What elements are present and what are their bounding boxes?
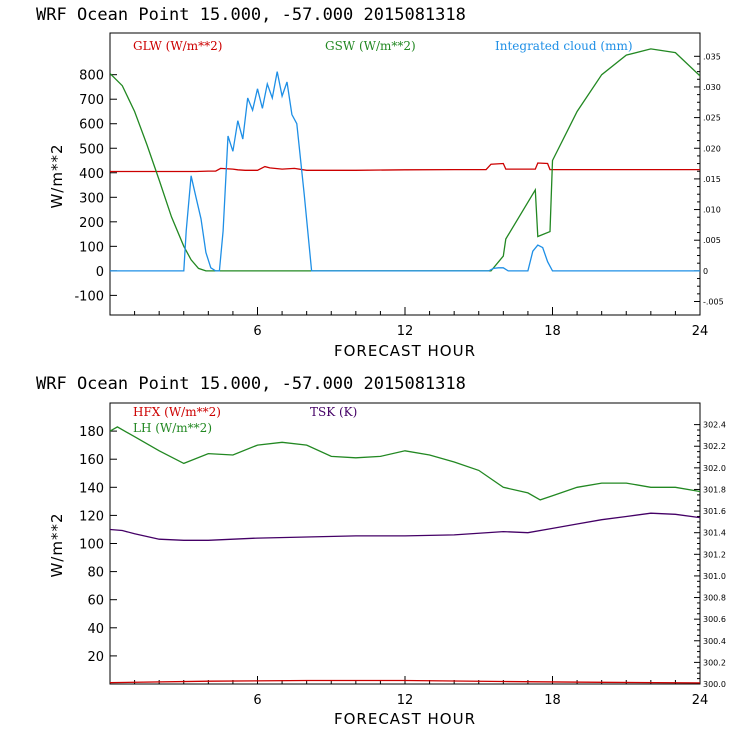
plot-frame [109, 402, 701, 685]
y-tick-label: 400 [79, 167, 104, 182]
series-line-glw [110, 162, 700, 173]
legend-gsw: GSW (W/m**2) [325, 39, 416, 53]
y-tick-label: 160 [79, 453, 104, 468]
y-tick-label: 200 [79, 216, 104, 231]
y2-tick-label: 300.6 [703, 615, 726, 624]
chart-title: WRF Ocean Point 15.000, -57.000 20150813… [36, 5, 466, 25]
x-tick-label: 6 [253, 693, 261, 708]
legend-hfx: HFX (W/m**2) [133, 405, 221, 419]
x-tick-label: 24 [692, 693, 709, 708]
y-tick-label: 600 [79, 118, 104, 133]
x-tick-label: 6 [253, 324, 261, 339]
y2-tick-label: 301.4 [703, 529, 726, 538]
x-tick-label: 18 [544, 324, 561, 339]
y-axis-label: W/m**2 [48, 143, 66, 208]
y2-tick-label: 301.8 [703, 485, 726, 494]
y-tick-label: 40 [87, 622, 104, 637]
y-tick-label: 140 [79, 481, 104, 496]
y2-tick-label: 300.8 [703, 594, 726, 603]
y-axis-label: W/m**2 [48, 512, 66, 577]
y-tick-label: 300 [79, 191, 104, 206]
y2-tick-label: 0 [703, 267, 708, 276]
y2-tick-label: .005 [703, 236, 721, 245]
y-tick-label: 120 [79, 509, 104, 524]
y2-tick-label: .015 [703, 175, 721, 184]
y-tick-label: 100 [79, 240, 104, 255]
x-tick-label: 12 [397, 324, 414, 339]
top-radiation-cloud-panel: WRF Ocean Point 15.000, -57.000 20150813… [36, 5, 724, 360]
series-line-gsw [110, 48, 700, 272]
x-tick-label: 12 [397, 693, 414, 708]
y-tick-label: 80 [87, 566, 104, 581]
y-tick-label: -100 [74, 289, 104, 304]
series-line-tsk [110, 512, 700, 541]
y2-tick-label: .035 [703, 52, 721, 61]
legend-lh: LH (W/m**2) [133, 421, 212, 435]
y2-tick-label: 301.2 [703, 550, 726, 559]
x-tick-label: 24 [692, 324, 709, 339]
y2-tick-label: 300.2 [703, 658, 726, 667]
legend-glw: GLW (W/m**2) [133, 39, 222, 53]
y-tick-label: 500 [79, 142, 104, 157]
y-tick-label: 100 [79, 538, 104, 553]
y-tick-label: 700 [79, 93, 104, 108]
x-tick-label: 18 [544, 693, 561, 708]
y2-tick-label: .030 [703, 83, 721, 92]
y-tick-label: 800 [79, 69, 104, 84]
y2-tick-label: .020 [703, 144, 721, 153]
y2-tick-label: -.005 [703, 298, 724, 307]
y2-tick-label: .025 [703, 114, 721, 123]
y2-tick-label: .010 [703, 206, 721, 215]
chart-title: WRF Ocean Point 15.000, -57.000 20150813… [36, 374, 466, 394]
series-line-hfx [110, 679, 700, 684]
y-tick-label: 20 [87, 650, 104, 665]
y2-tick-label: 302.0 [703, 464, 726, 473]
y2-tick-label: 302.2 [703, 442, 726, 451]
plot-frame [109, 32, 701, 316]
legend-tsk: TSK (K) [310, 405, 357, 419]
legend-integrated: Integrated cloud (mm) [495, 39, 633, 53]
bottom-flux-skin-temp-panel: WRF Ocean Point 15.000, -57.000 20150813… [36, 374, 726, 728]
x-axis-label: FORECAST HOUR [334, 710, 476, 728]
series-line-lh [110, 426, 700, 501]
series-line-integrated [110, 71, 700, 272]
y2-tick-label: 300.4 [703, 637, 726, 646]
y2-tick-label: 301.6 [703, 507, 726, 516]
y2-tick-label: 301.0 [703, 572, 726, 581]
y2-tick-label: 302.4 [703, 421, 726, 430]
y2-tick-label: 300.0 [703, 680, 726, 689]
y-tick-label: 60 [87, 594, 104, 609]
y-tick-label: 180 [79, 425, 104, 440]
y-tick-label: 0 [96, 265, 104, 280]
x-axis-label: FORECAST HOUR [334, 342, 476, 360]
